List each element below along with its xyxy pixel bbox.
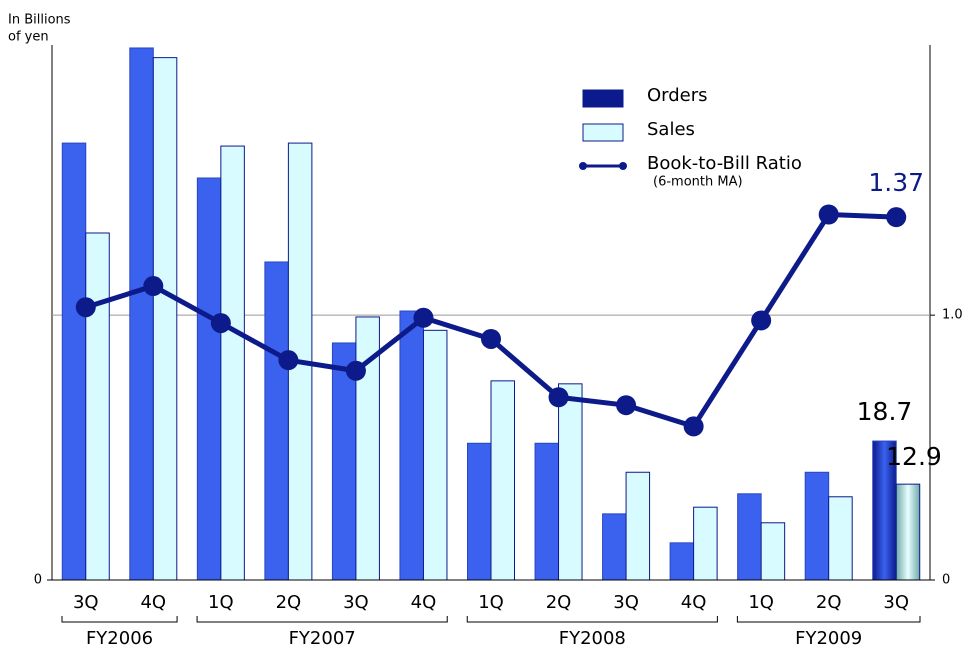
line-point (210, 313, 231, 334)
line-point (751, 310, 772, 331)
bar (804, 471, 830, 581)
legend-swatch (619, 162, 627, 170)
line-point (818, 204, 839, 225)
legend-label: Orders (647, 85, 708, 106)
legend-label: Book-to-Bill Ratio (647, 153, 802, 174)
line-point (683, 416, 704, 437)
y2-tick-label: 0 (942, 573, 950, 588)
line-point (616, 395, 637, 416)
x-tick-label: 2Q (816, 592, 842, 613)
bar (737, 493, 762, 581)
group-label: FY2006 (86, 628, 153, 649)
x-tick-label: 3Q (73, 592, 99, 613)
x-tick-label: 2Q (546, 592, 572, 613)
x-tick-label: 4Q (681, 592, 707, 613)
line-point (278, 350, 299, 371)
bar (828, 496, 853, 581)
bar (85, 232, 110, 581)
group-bracket (466, 616, 718, 623)
y-axis-label: of yen (8, 30, 49, 45)
group-label: FY2007 (289, 628, 356, 649)
line-point (548, 387, 569, 408)
x-tick-label: 1Q (208, 592, 234, 613)
y-axis-label: In Billions (8, 13, 71, 28)
legend-swatch (582, 123, 624, 142)
legend-sublabel: (6-month MA) (653, 175, 743, 190)
group-bracket (196, 616, 448, 623)
legend-swatch (579, 162, 587, 170)
legend-swatch (582, 89, 624, 108)
line-point (481, 328, 501, 349)
bar (129, 47, 154, 581)
data-label: 18.7 (857, 397, 913, 426)
x-tick-label: 3Q (343, 592, 369, 613)
data-label: 12.9 (886, 442, 942, 471)
bar (490, 380, 515, 581)
bar (152, 57, 178, 581)
bar (693, 506, 718, 581)
group-label: FY2009 (795, 628, 862, 649)
line-point (886, 207, 907, 228)
bar (61, 142, 87, 581)
x-tick-label: 3Q (613, 592, 639, 613)
group-bracket (736, 616, 921, 623)
bar (264, 261, 289, 581)
bar (602, 513, 627, 581)
x-tick-label: 4Q (411, 592, 437, 613)
y2-tick-label: 1.0 (942, 308, 963, 323)
group-label: FY2008 (559, 628, 626, 649)
x-tick-label: 4Q (140, 592, 166, 613)
bar (467, 442, 492, 581)
bar (534, 442, 560, 581)
bar (625, 471, 651, 581)
bar (220, 145, 245, 581)
bar (895, 483, 921, 581)
group-bracket (61, 616, 178, 623)
bar (196, 177, 222, 581)
y-tick-label: 0 (34, 573, 42, 588)
x-tick-label: 1Q (478, 592, 504, 613)
bar (422, 329, 448, 581)
x-tick-label: 1Q (748, 592, 774, 613)
data-label: 1.37 (868, 168, 924, 197)
bar (558, 383, 583, 581)
bar (669, 542, 695, 581)
x-tick-label: 2Q (276, 592, 302, 613)
legend-label: Sales (647, 119, 695, 140)
line-point (143, 276, 164, 297)
line-point (345, 360, 366, 381)
x-tick-label: 3Q (883, 592, 909, 613)
line-point (75, 297, 96, 318)
bar (399, 310, 424, 581)
line-point (413, 307, 434, 328)
bar (760, 522, 786, 581)
